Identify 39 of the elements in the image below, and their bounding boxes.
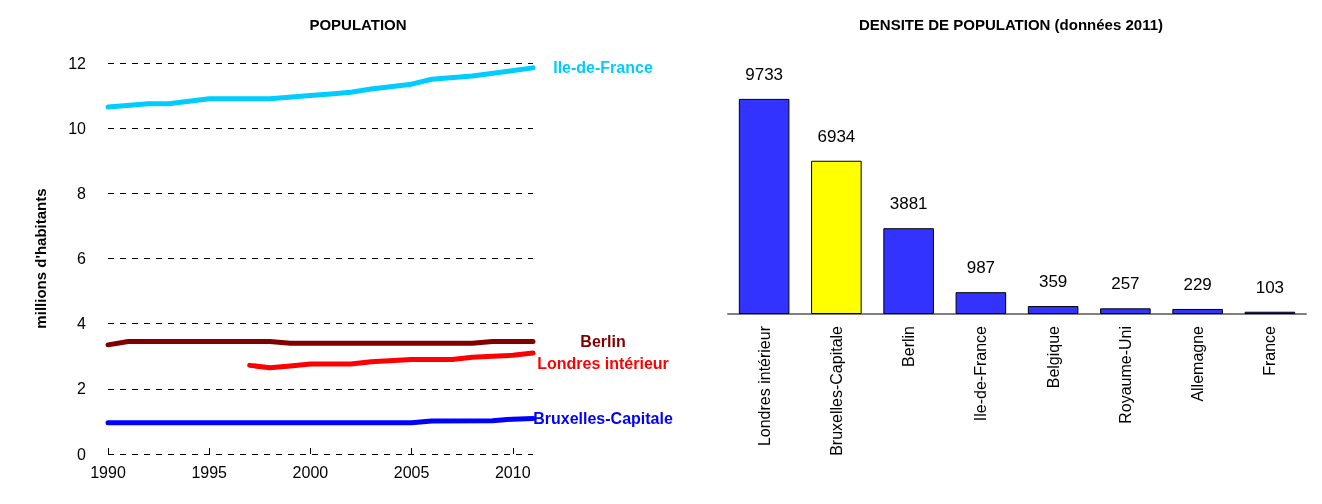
x-tick-label: Bruxelles-Capitale [827,325,845,456]
y-tick-label: 8 [77,184,87,202]
chart-title: DENSITE DE POPULATION (données 2011) [859,16,1163,33]
x-tick-label: Ile-de-France [972,325,990,422]
x-tick-label: Royaume-Uni [1116,326,1134,424]
bar [1027,306,1079,314]
bar [811,160,862,314]
bar [1100,308,1151,314]
data-label: 6934 [817,126,856,146]
x-tick-label: 1990 [90,463,126,481]
y-tick-label: 10 [68,119,87,137]
y-tick-label: 12 [68,54,87,72]
y-tick-label: 6 [77,250,87,267]
chart-title: POPULATION [309,16,407,33]
x-tick-label: France [1261,325,1279,376]
bar [1172,308,1223,314]
data-label: 9733 [745,64,784,84]
data-label: 3881 [889,194,928,214]
data-label: 359 [1038,272,1068,292]
x-tick-label: Allemagne [1189,325,1207,402]
x-tick-label: Berlin [900,326,918,367]
y-tick-label: 0 [77,445,87,463]
x-tick-label: 2010 [494,463,531,481]
y-tick-label: 4 [77,315,87,333]
x-tick-label: Belgique [1044,325,1062,389]
x-tick-label: 2005 [393,463,430,481]
data-label: 987 [966,258,996,278]
y-axis-title: millions d'habitants [32,188,49,329]
bar [738,98,790,314]
bar [883,228,934,314]
data-label: 103 [1255,277,1285,297]
data-label: 229 [1183,274,1212,294]
x-tick-label: Londres intérieur [755,325,773,447]
x-tick-label: 2000 [292,463,329,481]
bar [955,292,1007,314]
series-label: Ile-de-France [553,59,653,77]
y-tick-label: 2 [77,380,87,398]
x-tick-label: 1995 [191,463,228,481]
data-label: 257 [1111,274,1140,294]
